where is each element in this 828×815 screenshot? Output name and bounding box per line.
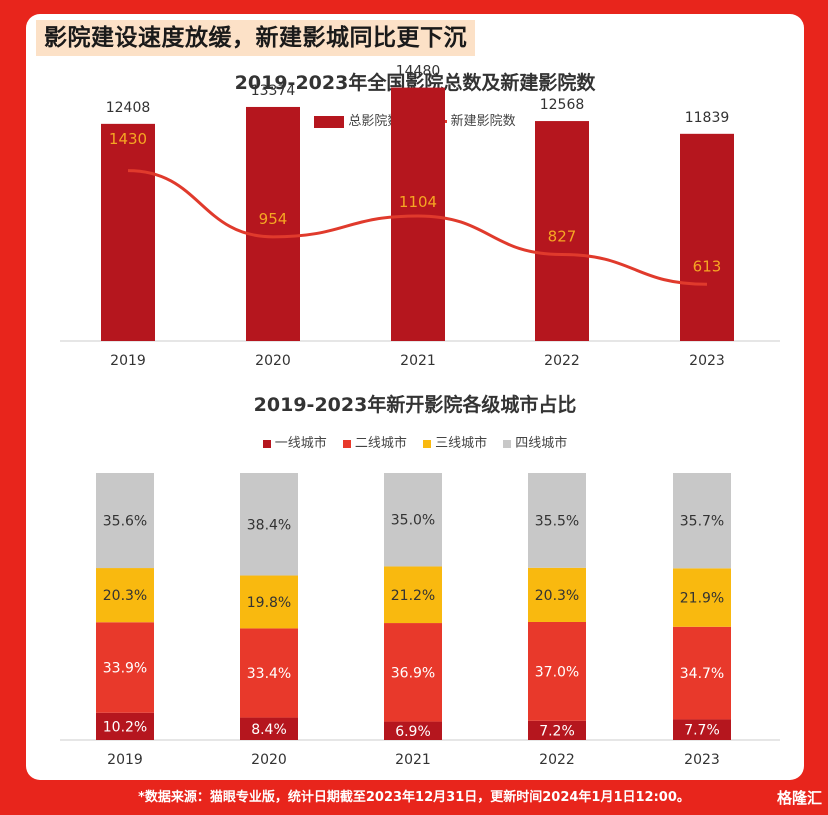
- chart2-legend: 一线城市 二线城市 三线城市 四线城市: [26, 432, 804, 451]
- segment-2021-tier2: [384, 623, 442, 722]
- chart1-plot: 12408 2019 13374 2020 14480 2021 12568 2022 1183…: [60, 64, 780, 369]
- x-tick-2019: 2019: [110, 353, 146, 369]
- segment-2021-tier1: [384, 721, 442, 740]
- x-tick-2020: 2020: [251, 752, 287, 768]
- segment-label-2021-tier1: 6.9%: [395, 724, 431, 740]
- bar-label-2021: 14480: [396, 64, 441, 80]
- segment-2022-tier3: [528, 567, 586, 622]
- segment-label-2023-tier1: 7.7%: [684, 723, 720, 739]
- legend-label-tier3: 三线城市: [435, 436, 488, 451]
- bar-total-2023: [680, 133, 734, 341]
- chart2-legend-tier4: 四线城市: [503, 432, 567, 451]
- chart1-legend-bar: 总影院数: [314, 110, 400, 129]
- segment-label-2020-tier2: 33.4%: [247, 666, 291, 682]
- segment-2021-tier4: [384, 473, 442, 567]
- segment-label-2019-tier1: 10.2%: [103, 719, 147, 735]
- segment-label-2020-tier1: 8.4%: [251, 722, 287, 738]
- segment-label-2020-tier3: 19.8%: [247, 595, 291, 611]
- x-tick-2021: 2021: [400, 353, 436, 369]
- bar-total-2020: [246, 106, 300, 341]
- x-tick-2019: 2019: [107, 752, 143, 768]
- segment-label-2021-tier2: 36.9%: [391, 665, 435, 681]
- legend-label-tier2: 二线城市: [354, 436, 407, 451]
- x-tick-2023: 2023: [684, 752, 720, 768]
- chart2-legend-tier1: 一线城市: [262, 432, 327, 451]
- legend-label-total: 总影院数: [348, 114, 401, 129]
- segment-label-2023-tier2: 34.7%: [680, 666, 724, 682]
- segment-2019-tier2: [96, 622, 154, 713]
- bar-label-2019: 12408: [106, 100, 151, 116]
- segment-2023-tier1: [673, 719, 731, 740]
- bar-label-2022: 12568: [540, 97, 585, 113]
- segment-2022-tier2: [528, 621, 586, 721]
- line-label-2019: 1430: [109, 130, 147, 148]
- segment-2023-tier4: [673, 473, 731, 569]
- segment-label-2019-tier2: 33.9%: [103, 661, 147, 677]
- segment-2021-tier3: [384, 566, 442, 624]
- segment-label-2022-tier4: 35.5%: [535, 513, 579, 529]
- line-new-cinemas: [127, 169, 708, 286]
- line-label-2023: 613: [693, 257, 722, 275]
- segment-label-2021-tier4: 35.0%: [391, 513, 435, 529]
- segment-2019-tier1: [96, 712, 154, 740]
- bar-label-2020: 13374: [251, 83, 296, 99]
- segment-label-2019-tier3: 20.3%: [103, 588, 147, 604]
- segment-label-2023-tier3: 21.9%: [680, 591, 724, 607]
- chart1-title: 2019-2023年全国影院总数及新建影院数: [234, 72, 596, 94]
- segment-2020-tier4: [240, 473, 298, 576]
- tier2-swatch: [342, 439, 351, 448]
- x-tick-2022: 2022: [539, 752, 575, 768]
- brand-logo: 格隆汇: [776, 789, 822, 807]
- tier4-swatch: [503, 439, 512, 448]
- segment-label-2019-tier4: 35.6%: [103, 514, 147, 530]
- segment-2020-tier2: [240, 628, 298, 718]
- chart2-title: 2019-2023年新开影院各级城市占比: [253, 394, 577, 416]
- x-tick-2020: 2020: [255, 353, 291, 369]
- bar-total-2019: [101, 123, 155, 341]
- legend-label-new: 新建影院数: [450, 114, 516, 129]
- bar-total-2021: [391, 87, 445, 341]
- segment-label-2022-tier3: 20.3%: [535, 588, 579, 604]
- segment-2022-tier1: [528, 720, 586, 740]
- segment-label-2021-tier3: 21.2%: [391, 588, 435, 604]
- segment-2022-tier4: [528, 473, 586, 568]
- source-footer: *数据来源：猫眼专业版，统计日期截至2023年12月31日，更新时间2024年1…: [138, 790, 690, 805]
- line-label-2022: 827: [548, 228, 577, 246]
- segment-2019-tier4: [96, 473, 154, 569]
- segment-label-2022-tier1: 7.2%: [539, 723, 575, 739]
- segment-2020-tier1: [240, 717, 298, 740]
- segment-label-2022-tier2: 37.0%: [535, 664, 579, 680]
- x-tick-2023: 2023: [689, 353, 725, 369]
- bar-swatch: [314, 115, 345, 128]
- segment-2023-tier2: [673, 626, 731, 720]
- segment-2020-tier3: [240, 575, 298, 629]
- bar-total-2022: [535, 121, 589, 341]
- chart1-legend: 总影院数 新建影院数: [26, 110, 804, 129]
- tier1-swatch: [262, 439, 271, 448]
- tier3-swatch: [423, 439, 432, 448]
- segment-label-2020-tier4: 38.4%: [247, 517, 291, 533]
- chart2-legend-tier3: 三线城市: [423, 432, 487, 451]
- chart2-plot: 10.2% 33.9% 20.3% 35.6% 2019 8.4% 33.4% 19.8% 38…: [60, 473, 780, 768]
- chart2-legend-tier2: 二线城市: [342, 432, 407, 451]
- segment-label-2023-tier4: 35.7%: [680, 514, 724, 530]
- line-label-2021: 1104: [399, 193, 437, 211]
- line-label-2020: 954: [259, 210, 288, 228]
- legend-label-tier4: 四线城市: [515, 436, 568, 451]
- x-tick-2022: 2022: [544, 353, 580, 369]
- segment-2023-tier3: [673, 568, 731, 627]
- x-tick-2021: 2021: [395, 752, 431, 768]
- bar-label-2023: 11839: [685, 110, 730, 126]
- segment-2019-tier3: [96, 568, 154, 623]
- legend-label-tier1: 一线城市: [274, 436, 327, 451]
- headline: 影院建设速度放缓，新建影城同比更下沉: [36, 20, 475, 56]
